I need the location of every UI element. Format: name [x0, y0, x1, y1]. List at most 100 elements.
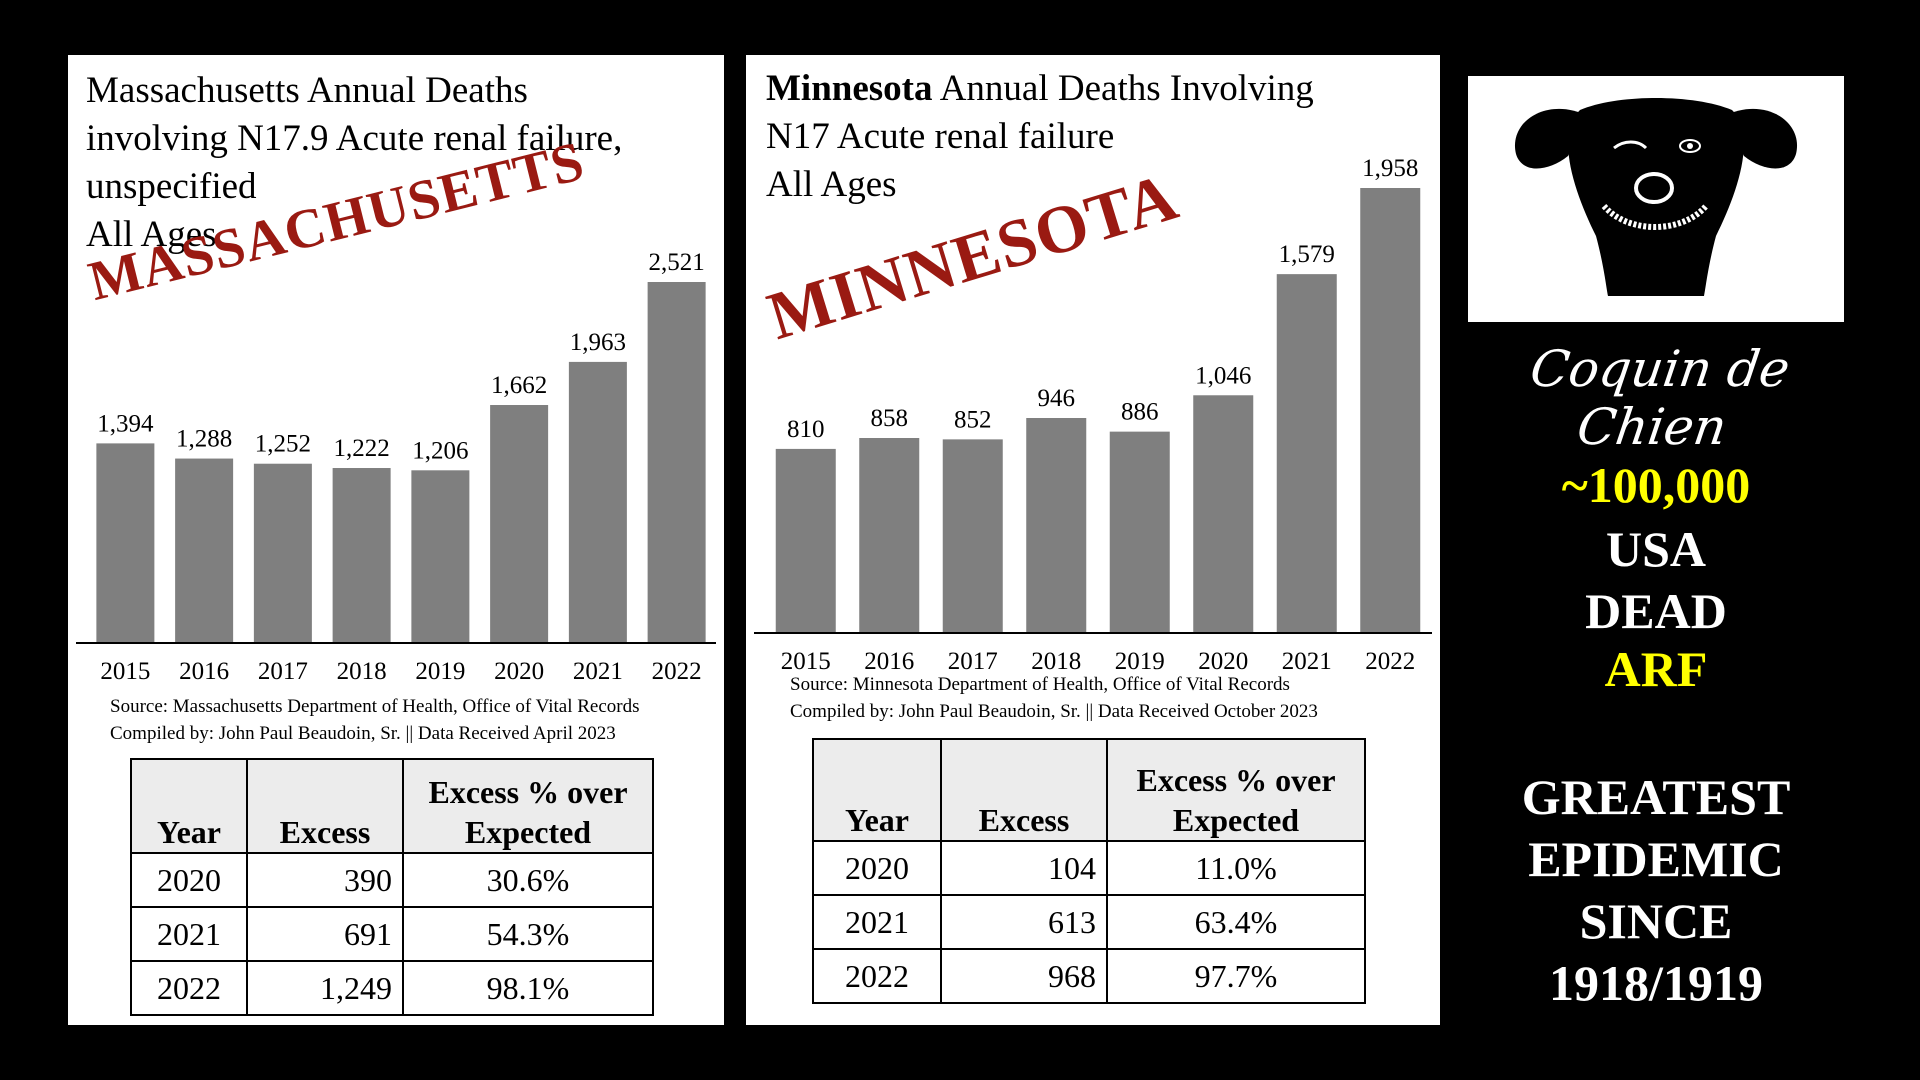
mn-source-text: Source: Minnesota Department of Health, … — [790, 674, 1290, 695]
table-row: 2022 1,249 98.1% — [130, 960, 654, 1016]
ma-bar — [647, 282, 706, 643]
mn-bar — [942, 439, 1003, 633]
mn-x-tick-label: 2018 — [1031, 648, 1081, 675]
ma-data-label: 1,394 — [97, 410, 154, 437]
ma-title-line: unspecified — [86, 166, 257, 207]
logo — [1468, 76, 1844, 322]
ma-source-note: Source: Massachusetts Department of Heal… — [110, 693, 639, 747]
mn-col-excess-pct: Excess % over Expected — [1106, 738, 1366, 842]
mn-data-label: 1,958 — [1362, 155, 1418, 182]
ma-cell-excess: 1,249 — [246, 960, 404, 1016]
ma-bar — [411, 470, 470, 643]
ma-data-label: 2,521 — [649, 249, 705, 276]
ma-x-tick-label: 2021 — [573, 658, 623, 685]
table-row: 2021 691 54.3% — [130, 906, 654, 962]
headline-line: SINCE — [1579, 893, 1733, 949]
mn-x-tick-label: 2021 — [1282, 648, 1332, 675]
mn-data-label: 1,046 — [1195, 362, 1251, 389]
stat-number: ~100,000 — [1561, 457, 1751, 513]
mn-cell-pct: 11.0% — [1106, 840, 1366, 896]
mn-title-rest: Annual Deaths Involving — [932, 68, 1314, 109]
headline-line: EPIDEMIC — [1528, 831, 1784, 887]
mn-cell-pct: 97.7% — [1106, 948, 1366, 1004]
mn-bar — [1109, 431, 1170, 633]
stat-usa: USA — [1605, 521, 1707, 577]
ma-col-year: Year — [130, 758, 248, 854]
stat-dead: DEAD — [1585, 583, 1727, 639]
ma-col-excess-pct: Excess % over Expected — [402, 758, 654, 854]
mn-data-label: 852 — [954, 406, 992, 433]
mn-cell-year: 2021 — [812, 894, 942, 950]
mn-bar — [1360, 188, 1421, 633]
mn-x-tick-label: 2017 — [948, 648, 998, 675]
ma-bar — [96, 443, 155, 643]
ma-x-tick-label: 2017 — [258, 658, 308, 685]
mn-data-label: 810 — [787, 416, 825, 443]
mn-x-tick-label: 2022 — [1365, 648, 1415, 675]
ma-x-tick-label: 2016 — [179, 658, 229, 685]
ma-cell-year: 2020 — [130, 852, 248, 908]
ma-cell-excess: 390 — [246, 852, 404, 908]
headline: GREATEST EPIDEMIC SINCE 1918/1919 — [1468, 766, 1844, 1014]
ma-cell-year: 2021 — [130, 906, 248, 962]
ma-bar — [490, 405, 549, 643]
headline-line: GREATEST — [1521, 769, 1791, 825]
mn-cell-excess: 613 — [940, 894, 1108, 950]
ma-cell-pct: 54.3% — [402, 906, 654, 962]
ma-chart-title: Massachusetts Annual Deaths involving N1… — [86, 67, 622, 259]
mn-cell-excess: 104 — [940, 840, 1108, 896]
mn-col-excess: Excess — [940, 738, 1108, 842]
ma-x-tick-label: 2020 — [494, 658, 544, 685]
ma-x-tick-label: 2019 — [415, 658, 465, 685]
mn-bar — [1026, 418, 1087, 633]
mn-x-tick-label: 2016 — [864, 648, 914, 675]
mn-title-line: N17 Acute renal failure — [766, 116, 1115, 157]
mn-bar — [1276, 274, 1337, 633]
ma-title-line: involving N17.9 Acute renal failure, — [86, 118, 623, 159]
ma-data-label: 1,963 — [570, 329, 626, 356]
ma-data-label: 1,288 — [176, 426, 232, 453]
mn-x-tick-label: 2019 — [1115, 648, 1165, 675]
ma-data-label: 1,206 — [412, 437, 468, 464]
mn-bar — [775, 448, 836, 633]
ma-x-tick-label: 2015 — [100, 658, 150, 685]
mn-title-line: All Ages — [766, 164, 897, 205]
ma-x-tick-label: 2022 — [652, 658, 702, 685]
mn-data-label: 1,579 — [1279, 241, 1335, 268]
ma-cell-excess: 691 — [246, 906, 404, 962]
dog-face-icon — [1514, 98, 1798, 296]
ma-compiled-text: Compiled by: John Paul Beaudoin, Sr. || … — [110, 723, 616, 744]
minnesota-chart-panel: Minnesota Annual Deaths Involving N17 Ac… — [746, 55, 1440, 1025]
ma-data-label: 1,252 — [255, 431, 311, 458]
mn-x-tick-label: 2020 — [1198, 648, 1248, 675]
mn-x-tick-label: 2015 — [781, 648, 831, 675]
ma-col-excess: Excess — [246, 758, 404, 854]
ma-source-text: Source: Massachusetts Department of Heal… — [110, 696, 640, 717]
mn-compiled-text: Compiled by: John Paul Beaudoin, Sr. || … — [790, 701, 1318, 722]
mn-cell-excess: 968 — [940, 948, 1108, 1004]
ma-bar — [175, 458, 234, 643]
mn-bar-chart: 810 2015 858 2016 852 2017 946 2018 886 2019 1,046… — [754, 155, 1432, 675]
table-row: 2021 613 63.4% — [812, 894, 1366, 950]
mn-col-year: Year — [812, 738, 942, 842]
table-row: 2020 390 30.6% — [130, 852, 654, 908]
mn-cell-year: 2022 — [812, 948, 942, 1004]
mn-title-line: Minnesota Annual Deaths Involving — [766, 65, 1314, 113]
massachusetts-chart-panel: Massachusetts Annual Deaths involving N1… — [68, 55, 724, 1025]
mn-bar — [859, 438, 920, 633]
mn-cell-year: 2020 — [812, 840, 942, 896]
ma-title-line: Massachusetts Annual Deaths — [86, 70, 528, 111]
headline-line: 1918/1919 — [1549, 955, 1763, 1011]
mn-data-label: 886 — [1121, 399, 1159, 426]
mn-source-note: Source: Minnesota Department of Health, … — [790, 671, 1318, 725]
ma-excess-table: Year Excess Excess % over Expected 2020 … — [130, 758, 654, 1016]
mn-excess-table: Year Excess Excess % over Expected 2020 … — [812, 738, 1366, 1004]
mn-data-label: 946 — [1038, 385, 1076, 412]
table-row: 2022 968 97.7% — [812, 948, 1366, 1004]
ma-cell-pct: 30.6% — [402, 852, 654, 908]
table-row: 2020 104 11.0% — [812, 840, 1366, 896]
mn-bar — [1193, 395, 1254, 633]
ma-bar — [253, 463, 312, 643]
ma-bar — [332, 468, 391, 643]
mn-cell-pct: 63.4% — [1106, 894, 1366, 950]
